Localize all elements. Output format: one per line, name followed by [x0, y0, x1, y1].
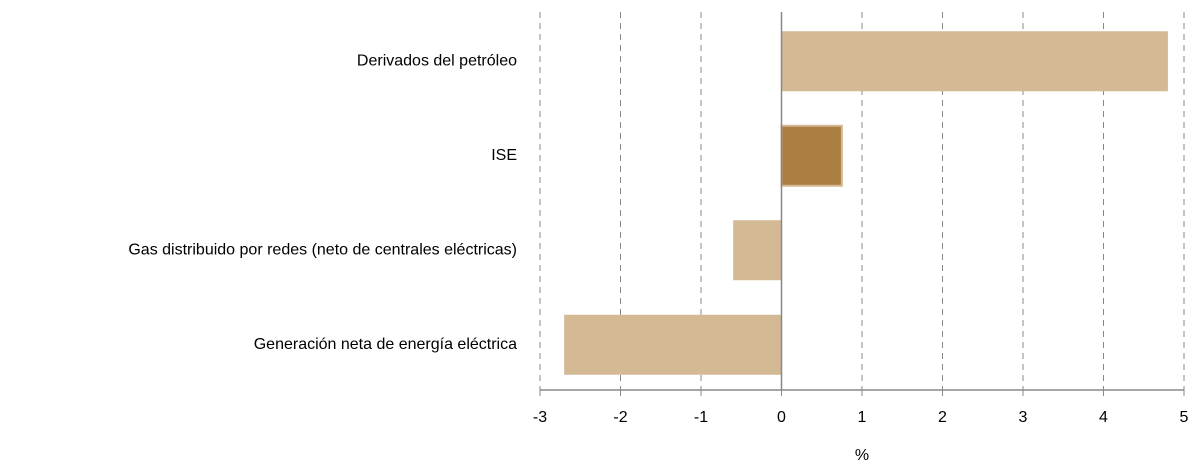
- bar: [780, 124, 843, 187]
- x-tick-label: 2: [938, 409, 947, 426]
- x-axis-label: %: [855, 447, 869, 461]
- x-tick-label: 1: [858, 409, 867, 426]
- x-tick-label: -3: [533, 409, 547, 426]
- x-tick-label: 0: [777, 409, 786, 426]
- y-tick-label: Gas distribuido por redes (neto de centr…: [128, 241, 517, 258]
- y-tick-label: ISE: [491, 147, 517, 164]
- x-tick-label: 5: [1180, 409, 1189, 426]
- x-tick-label: 3: [1019, 409, 1028, 426]
- bar: [781, 31, 1168, 92]
- x-tick-label: 4: [1099, 409, 1108, 426]
- y-tick-label: Generación neta de energía eléctrica: [254, 336, 517, 353]
- x-tick-label: -1: [694, 409, 708, 426]
- x-tick-label: -2: [613, 409, 627, 426]
- bar: [564, 314, 782, 375]
- y-tick-label: Derivados del petróleo: [357, 52, 517, 69]
- bar: [733, 220, 782, 281]
